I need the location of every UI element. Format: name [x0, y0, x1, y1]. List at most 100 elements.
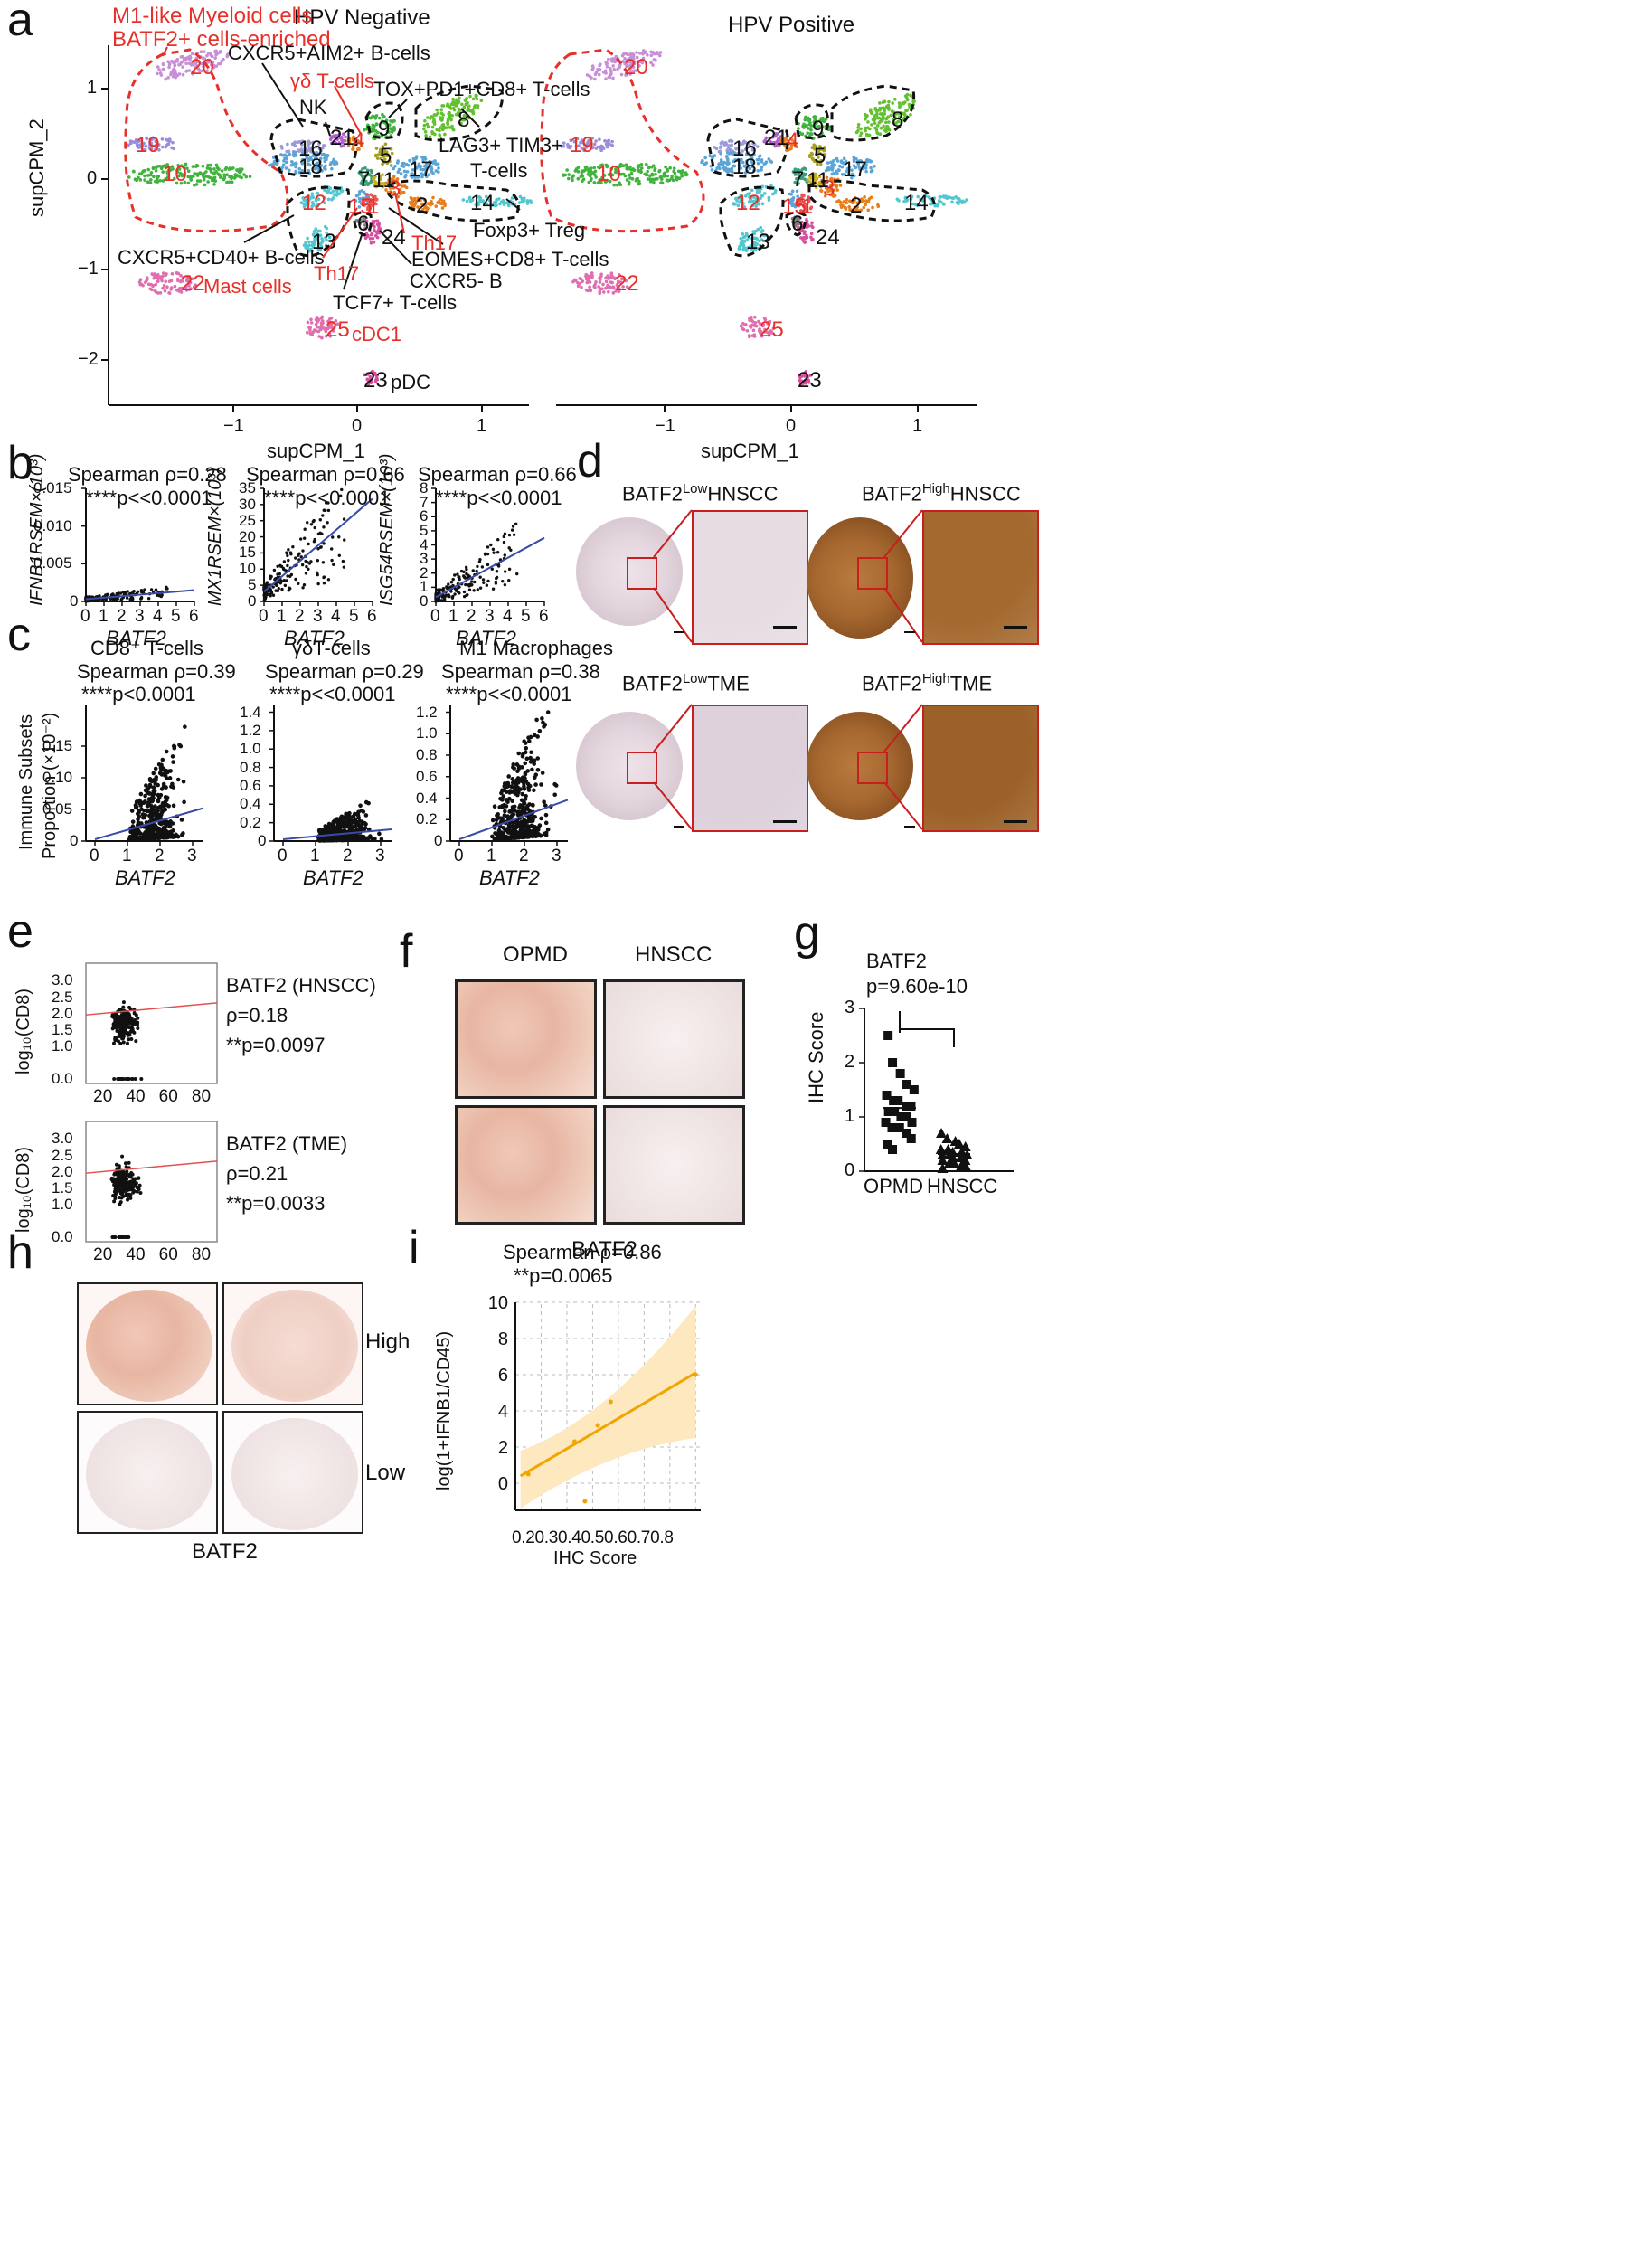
cluster-number-23: 23 [363, 368, 388, 393]
cluster-number-9: 9 [378, 117, 390, 141]
cluster-number-7: 7 [792, 167, 804, 192]
g-ytick: 0 [845, 1160, 855, 1180]
annot-gd-tcells: γδ T-cells [290, 70, 374, 92]
ihc-f-opmd-top [455, 979, 597, 1099]
regression-line [458, 799, 569, 840]
panel-label-e: e [7, 905, 33, 958]
panel-label-g: g [794, 907, 820, 960]
annot-th17-right: Th17 [411, 232, 458, 254]
umap-cluster [354, 216, 367, 227]
umap-cluster [835, 195, 881, 213]
c-ytick: 0.10 [42, 769, 73, 786]
umap-cluster [762, 132, 783, 148]
b-xtick: 6 [539, 607, 549, 626]
cluster-number-12: 12 [736, 191, 760, 215]
regression-line [85, 1160, 218, 1174]
c-ytick: 0 [434, 832, 443, 849]
umap-cluster [328, 132, 347, 148]
i-ytick: 0 [498, 1474, 508, 1494]
c-ytick: 0.6 [240, 776, 261, 794]
g-group-hnscc: HNSCC [927, 1175, 998, 1197]
b-title2: ****p<<0.0001 [436, 487, 562, 509]
umap-cluster [127, 162, 252, 187]
e-rho: ρ=0.18 [226, 1004, 288, 1026]
cluster-number-6: 6 [357, 212, 369, 236]
d-label: BATF2HighHNSCC [862, 481, 1021, 506]
c-ytick: 1.2 [416, 703, 438, 721]
cluster-number-11: 11 [373, 168, 395, 193]
umap-cluster [854, 92, 916, 138]
i-ytick: 2 [498, 1438, 508, 1458]
cluster-number-6: 6 [791, 212, 803, 236]
b-ytick: 5 [248, 576, 257, 594]
scatter-points [127, 724, 187, 842]
c-title1: Spearman ρ=0.29 [265, 660, 424, 683]
i-title2: **p=0.0065 [514, 1264, 613, 1287]
b-xtick: 1 [277, 607, 287, 626]
regression-line [263, 497, 373, 593]
umap-cluster [895, 194, 968, 208]
ihc-zoom-image [692, 705, 808, 832]
cluster-number-20: 20 [624, 55, 648, 80]
b-ytick: 1 [420, 578, 429, 596]
c-ytick: 0.15 [42, 737, 73, 754]
cluster-number-18: 18 [298, 155, 323, 179]
ihc-zoom-image [922, 510, 1039, 645]
c-xlabel: BATF2 [303, 866, 363, 889]
b-ytick: 30 [239, 495, 256, 513]
c-ytick: 1.0 [416, 724, 438, 743]
c-xtick: 3 [375, 847, 385, 866]
zoom-box [627, 752, 657, 784]
panel-label-d: d [577, 435, 603, 487]
c-subtitle: CD8⁺ T-cells [90, 637, 203, 659]
annot-tcf7: TCF7+ T-cells [333, 291, 458, 314]
d-label: BATF2LowTME [622, 671, 750, 695]
b-ytick: 0 [248, 592, 257, 610]
c-ytick: 0.4 [240, 795, 261, 813]
ihc-f-hnscc-bottom [603, 1105, 745, 1225]
b-ytick: 15 [239, 544, 256, 562]
cluster-number-19: 19 [570, 133, 594, 157]
dotplot-group-OPMD [881, 1031, 919, 1154]
annot-cxcr5-cd40: CXCR5+CD40+ B-cells [118, 246, 325, 269]
regression-line [282, 828, 392, 840]
cluster-number-17: 17 [409, 157, 433, 182]
c-ytick: 0.8 [416, 746, 438, 763]
scatter-points [110, 1000, 144, 1081]
b-ytick: 0.010 [33, 516, 72, 535]
c-ytick: 1.2 [240, 721, 261, 739]
umap-cluster [357, 166, 377, 187]
title-hpv-positive: HPV Positive [728, 13, 855, 37]
umap-cluster [156, 49, 231, 81]
panel-label-a: a [7, 0, 33, 46]
b-ytick: 20 [239, 527, 256, 545]
cluster-number-9: 9 [812, 117, 824, 141]
e-ytick: 2.5 [52, 988, 73, 1006]
scatter-points [109, 1154, 143, 1239]
cluster-number-25: 25 [326, 317, 350, 342]
e-ylabel: log₁₀(CD8) [14, 988, 33, 1074]
panel-label-i: i [409, 1222, 420, 1274]
e-rho: ρ=0.21 [226, 1162, 288, 1185]
e-ytick: 2.5 [52, 1146, 73, 1164]
umap-cluster [305, 315, 340, 340]
b-xtick: 2 [467, 607, 477, 626]
umap-cluster [127, 136, 176, 152]
b-ytick: 0.015 [33, 479, 72, 497]
cluster-number-19: 19 [136, 133, 160, 157]
g-ytick: 3 [845, 998, 855, 1017]
b-title1: Spearman ρ=0.66 [246, 463, 405, 486]
b-ylabel: ISG54RSEM×(10³) [377, 453, 397, 606]
umap-cluster [798, 370, 813, 386]
umap-cluster [713, 138, 760, 156]
cluster-number-1: 1 [367, 194, 379, 219]
a-ytick-m2: −2 [78, 349, 99, 369]
c-xtick: 1 [310, 847, 320, 866]
cluster-number-4: 4 [353, 128, 364, 153]
b-xtick: 4 [503, 607, 513, 626]
c-ytick: 0 [258, 832, 267, 849]
a-ylabel: supCPM_2 [25, 118, 48, 217]
scatter-points [316, 799, 384, 843]
umap-cluster [362, 193, 379, 212]
b-xlabel: BATF2 [106, 627, 166, 649]
